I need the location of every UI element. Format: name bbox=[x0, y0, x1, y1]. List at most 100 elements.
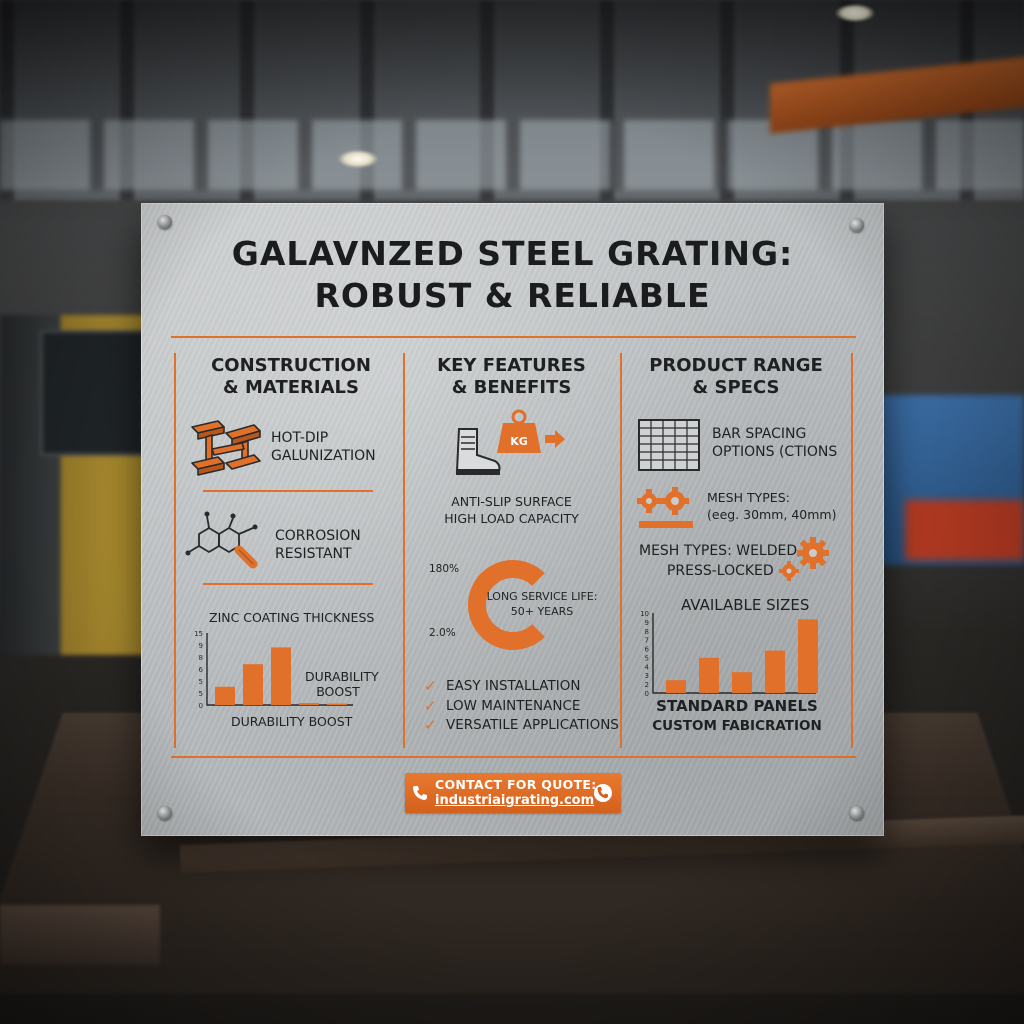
y-tick-label: 9 bbox=[645, 619, 649, 627]
divider bbox=[203, 490, 373, 492]
chart-bar bbox=[215, 687, 235, 705]
y-tick-label: 6 bbox=[645, 646, 650, 654]
label-line: 50+ YEARS bbox=[511, 605, 574, 618]
label-line: BAR SPACING bbox=[712, 426, 806, 442]
title-line-1: GALAVNZED STEEL GRATING: bbox=[232, 234, 794, 273]
y-tick-label: 15 bbox=[194, 630, 203, 638]
label-line: OPTIONS (CTIONS bbox=[712, 444, 837, 460]
divider bbox=[171, 336, 856, 338]
available-sizes-chart: 10987654320 bbox=[641, 609, 831, 699]
chart-bar bbox=[798, 619, 818, 693]
phone-circle-icon bbox=[593, 783, 613, 803]
gauge-bottom-label: 2.0% bbox=[429, 624, 456, 642]
label-line: (eeg. 30mm, 40mm) bbox=[707, 507, 836, 522]
zinc-chart-title: ZINC COATING THICKNESS bbox=[209, 609, 374, 626]
control-panel bbox=[40, 330, 146, 456]
heading-line: & MATERIALS bbox=[223, 377, 359, 398]
list-item: ✓ EASY INSTALLATION bbox=[424, 677, 619, 697]
ceiling-lamp bbox=[835, 4, 875, 22]
y-tick-label: 8 bbox=[199, 654, 203, 662]
divider bbox=[403, 353, 405, 748]
zinc-chart-caption: DURABILITY BOOST bbox=[231, 713, 352, 730]
y-tick-label: 5 bbox=[199, 678, 203, 686]
heading-line: CONSTRUCTION bbox=[211, 355, 371, 376]
y-tick-label: 8 bbox=[645, 628, 649, 636]
heading-line: & SPECS bbox=[693, 377, 780, 398]
divider bbox=[203, 583, 373, 585]
safety-boot-icon bbox=[451, 425, 503, 477]
label-line: HIGH LOAD CAPACITY bbox=[444, 511, 578, 526]
mesh-types-label: MESH TYPES: (eeg. 30mm, 40mm) bbox=[707, 489, 836, 523]
molecule-icon bbox=[185, 506, 265, 576]
y-tick-label: 3 bbox=[645, 672, 649, 680]
steel-beam bbox=[0, 905, 160, 965]
label-line: RESISTANT bbox=[275, 546, 352, 562]
ceiling-lamp bbox=[338, 150, 378, 168]
label-line: HOT-DIP bbox=[271, 430, 328, 446]
gears-icon bbox=[637, 487, 697, 531]
steel-beams-icon bbox=[188, 421, 264, 477]
y-tick-label: 6 bbox=[199, 666, 204, 674]
label-line: MESH TYPES: bbox=[707, 490, 790, 505]
label-line: LONG SERVICE LIFE: bbox=[487, 590, 598, 603]
list-item: ✓ VERSATILE APPLICATIONS bbox=[424, 716, 619, 736]
bolt-icon bbox=[158, 215, 172, 229]
factory-windows bbox=[0, 120, 1024, 190]
weight-label: KG bbox=[507, 433, 531, 451]
label-line: BOOST bbox=[316, 684, 360, 699]
contact-label: CONTACT FOR QUOTE: bbox=[435, 777, 597, 792]
gauge-top-label: 180% bbox=[429, 560, 459, 578]
chart-bar bbox=[299, 703, 319, 705]
chart-bar bbox=[243, 664, 263, 705]
check-icon: ✓ bbox=[424, 716, 446, 736]
divider bbox=[620, 353, 622, 748]
sign-title: GALAVNZED STEEL GRATING: ROBUST & RELIAB… bbox=[141, 233, 884, 317]
info-sign: GALAVNZED STEEL GRATING: ROBUST & RELIAB… bbox=[141, 203, 884, 836]
label-line: GALUNIZATION bbox=[271, 448, 376, 464]
contact-banner[interactable]: CONTACT FOR QUOTE: industriaigrating.com bbox=[405, 773, 621, 813]
y-tick-label: 9 bbox=[199, 642, 203, 650]
column-heading-product-range: PRODUCT RANGE & SPECS bbox=[626, 355, 846, 399]
label-line: CUSTOM FABICRATION bbox=[652, 718, 822, 734]
anti-slip-label: ANTI-SLIP SURFACE HIGH LOAD CAPACITY bbox=[409, 493, 614, 527]
heading-line: PRODUCT RANGE bbox=[649, 355, 823, 376]
y-tick-label: 10 bbox=[640, 610, 649, 618]
contact-link[interactable]: industriaigrating.com bbox=[435, 793, 594, 808]
grating-grid-icon bbox=[638, 419, 700, 471]
label-line: DURABILITY bbox=[305, 669, 379, 684]
phone-icon bbox=[412, 785, 428, 801]
chart-bar bbox=[271, 647, 291, 705]
check-icon: ✓ bbox=[424, 697, 446, 717]
list-item-label: LOW MAINTENANCE bbox=[446, 697, 580, 717]
column-heading-construction: CONSTRUCTION & MATERIALS bbox=[181, 355, 401, 399]
y-tick-label: 4 bbox=[645, 663, 650, 671]
y-tick-label: 5 bbox=[199, 690, 203, 698]
heading-line: KEY FEATURES bbox=[437, 355, 586, 376]
list-item-label: EASY INSTALLATION bbox=[446, 677, 580, 697]
bolt-icon bbox=[850, 806, 864, 820]
y-tick-label: 5 bbox=[645, 654, 649, 662]
label-line: ANTI-SLIP SURFACE bbox=[451, 494, 572, 509]
chart-bar bbox=[666, 680, 686, 693]
list-item-label: VERSATILE APPLICATIONS bbox=[446, 716, 619, 736]
machine-right-red bbox=[905, 500, 1024, 560]
y-tick-label: 0 bbox=[199, 702, 203, 710]
label-line: STANDARD PANELS bbox=[656, 697, 818, 715]
heading-line: & BENEFITS bbox=[452, 377, 572, 398]
bar-spacing-label: BAR SPACING OPTIONS (CTIONS bbox=[712, 425, 837, 461]
check-icon: ✓ bbox=[424, 677, 446, 697]
bolt-icon bbox=[158, 806, 172, 820]
y-tick-label: 7 bbox=[645, 637, 649, 645]
chart-bar bbox=[732, 672, 752, 693]
y-tick-label: 2 bbox=[645, 681, 649, 689]
divider bbox=[174, 353, 176, 748]
title-line-2: ROBUST & RELIABLE bbox=[315, 276, 711, 315]
label-line: CORROSION bbox=[275, 528, 361, 544]
hot-dip-label: HOT-DIP GALUNIZATION bbox=[271, 429, 376, 465]
column-heading-features: KEY FEATURES & BENEFITS bbox=[409, 355, 614, 399]
gauge-text: LONG SERVICE LIFE: 50+ YEARS bbox=[483, 589, 601, 619]
bolt-icon bbox=[850, 218, 864, 232]
corrosion-label: CORROSION RESISTANT bbox=[275, 527, 361, 563]
gear-icon bbox=[777, 535, 833, 583]
chart-bar bbox=[327, 704, 347, 705]
